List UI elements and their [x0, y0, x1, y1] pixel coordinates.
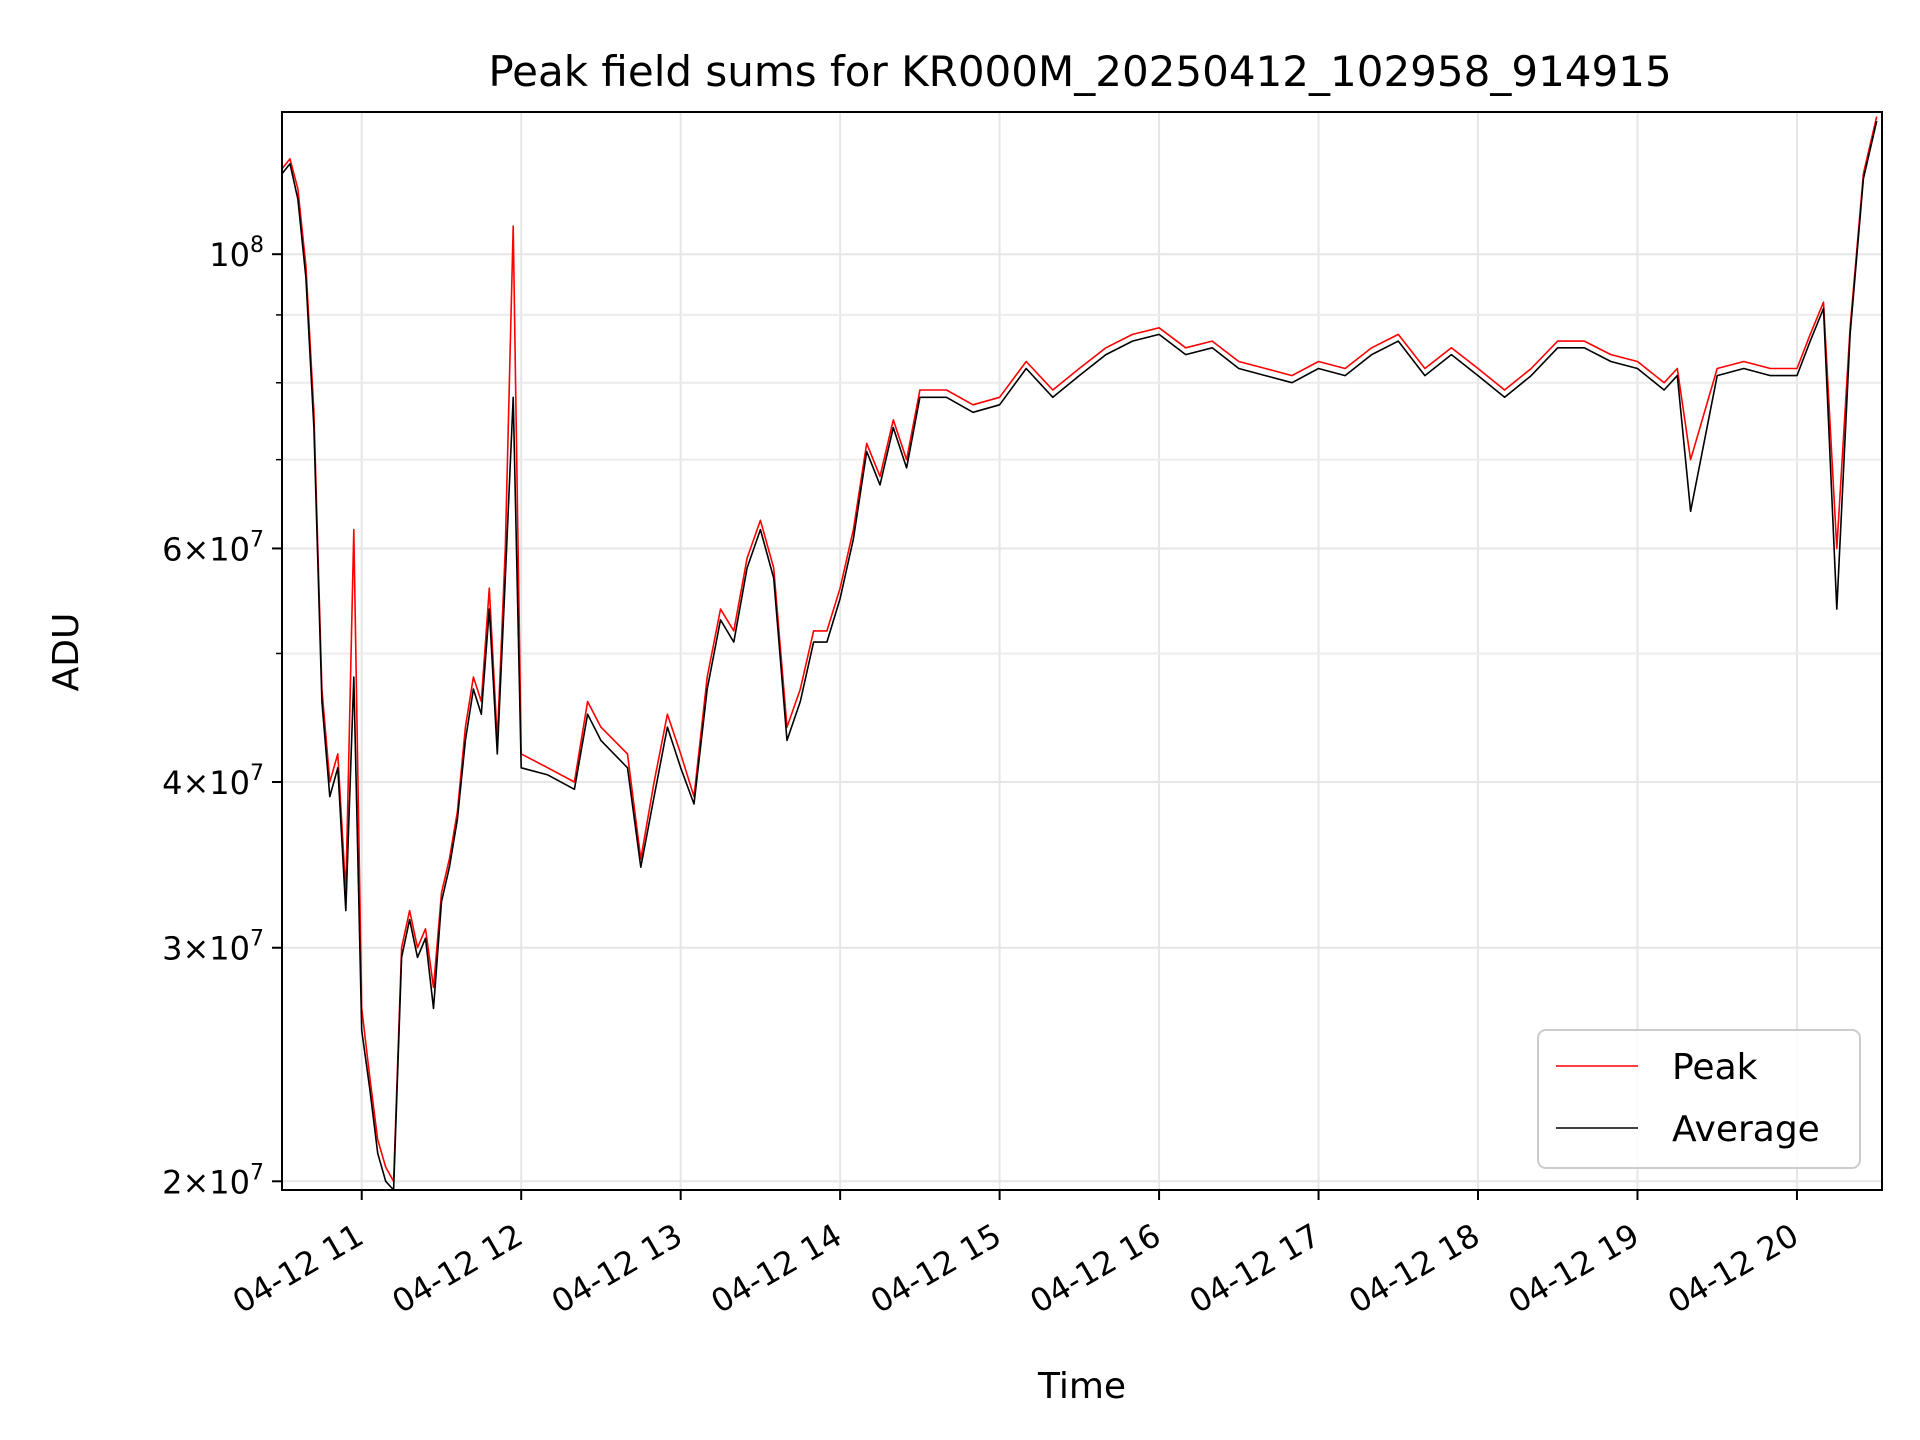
plot-frame: [281, 111, 1883, 1191]
series-line-average: [281, 120, 1878, 1191]
gridlines: [282, 112, 1882, 1190]
legend: Peak Average: [1537, 1029, 1861, 1169]
y-tick-label: 4×107: [162, 761, 264, 802]
y-tick-label: 108: [209, 233, 264, 274]
legend-box: [1537, 1029, 1861, 1169]
y-tick-label: 2×107: [162, 1160, 264, 1201]
y-tick-label: 6×107: [162, 527, 264, 568]
y-tick-label: 3×107: [162, 927, 264, 968]
legend-label-average: Average: [1672, 1109, 1820, 1150]
legend-label-peak: Peak: [1672, 1047, 1758, 1088]
series-line-peak: [281, 116, 1878, 1183]
y-axis-label: ADU: [46, 613, 87, 692]
series-lines: [281, 116, 1878, 1191]
x-axis-label: Time: [1037, 1366, 1126, 1407]
chart-title: Peak field sums for KR000M_20250412_1029…: [488, 47, 1671, 96]
